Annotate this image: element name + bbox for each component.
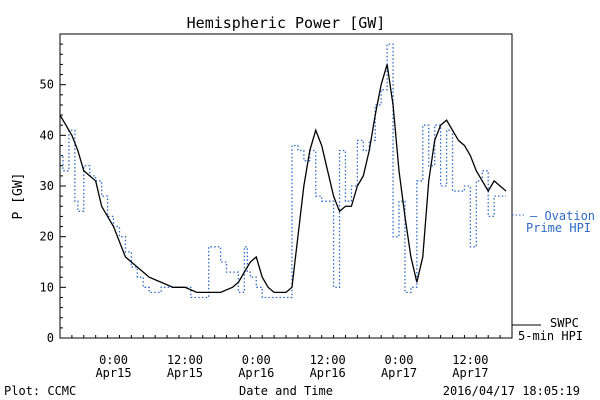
legend-ovation-line1: — Ovation: [530, 209, 595, 223]
y-tick-label: 50: [40, 78, 54, 92]
footer-plot-credit: Plot: CCMC: [4, 384, 76, 398]
y-axis-ticks: 0 10 20 30 40 50: [40, 43, 66, 345]
footer-timestamp: 2016/04/17 18:05:19: [443, 384, 580, 398]
legend-swpc-line2: 5-min HPI: [518, 329, 583, 343]
y-tick-label: 10: [40, 280, 54, 294]
x-tick-label-date: Apr17: [452, 366, 488, 380]
y-tick-label: 20: [40, 230, 54, 244]
legend-ovation-line2: Prime HPI: [526, 221, 591, 235]
footer-x-axis-label: Date and Time: [239, 384, 333, 398]
series-line-ovation-prime-hpi: [60, 43, 507, 299]
series-line-swpc-5min-hpi: [59, 64, 507, 294]
x-tick-label-time: 12:00: [167, 353, 203, 367]
legend-swpc-line1: SWPC: [550, 316, 579, 330]
x-tick-label-time: 0:00: [242, 353, 271, 367]
y-axis-label: P [GW]: [11, 173, 26, 220]
x-tick-label-time: 0:00: [385, 353, 414, 367]
x-axis-ticks: 0:00Apr1512:00Apr150:00Apr1612:00Apr160:…: [59, 335, 513, 380]
x-tick-label-date: Apr15: [167, 366, 203, 380]
x-tick-label-time: 0:00: [99, 353, 128, 367]
x-tick-label-date: Apr16: [238, 366, 274, 380]
x-tick-label-time: 12:00: [452, 353, 488, 367]
chart-title: Hemispheric Power [GW]: [187, 14, 386, 32]
y-tick-label: 0: [47, 331, 54, 345]
y-tick-label: 40: [40, 128, 54, 142]
y-tick-label: 30: [40, 179, 54, 193]
x-tick-label-date: Apr15: [95, 366, 131, 380]
x-tick-label-time: 12:00: [310, 353, 346, 367]
x-tick-label-date: Apr17: [381, 366, 417, 380]
x-tick-label-date: Apr16: [310, 366, 346, 380]
